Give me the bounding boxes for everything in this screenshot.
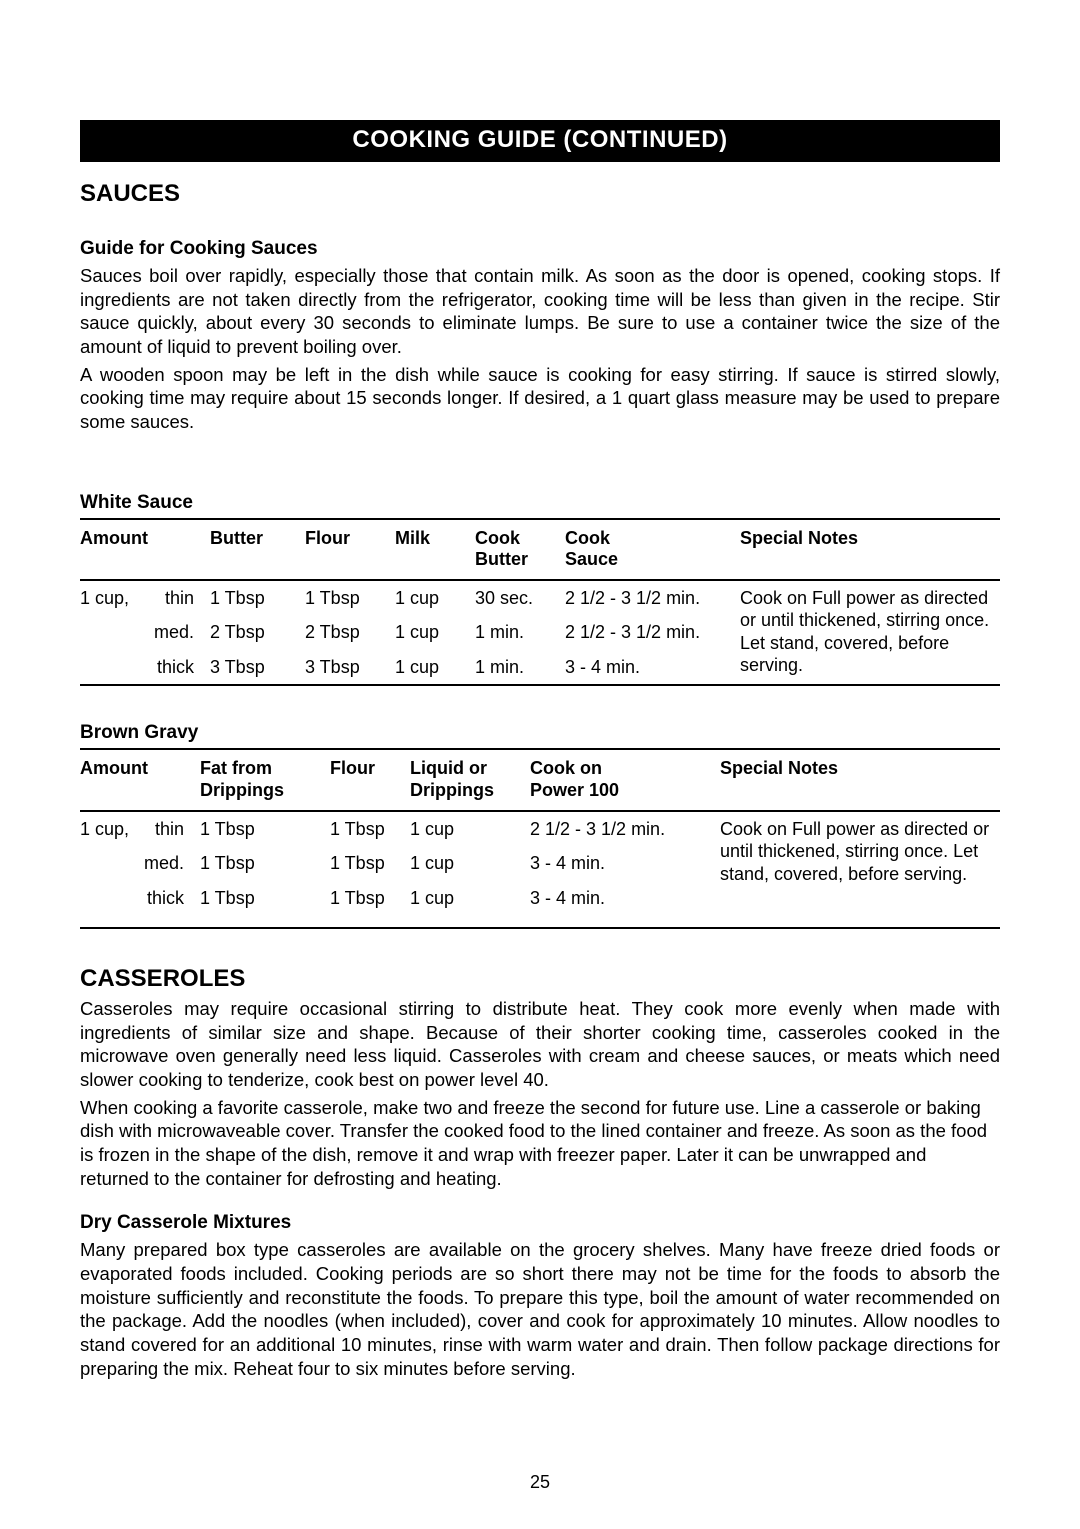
amount-right: thin [140,587,204,610]
cell: 1 Tbsp [330,881,410,929]
dry-casserole-p: Many prepared box type casseroles are av… [80,1238,1000,1380]
amount-left [80,852,140,875]
th-cook: Cook onPower 100 [530,749,720,810]
cell: 1 Tbsp [200,846,330,881]
th-fat: Fat fromDrippings [200,749,330,810]
dry-casserole-title: Dry Casserole Mixtures [80,1212,1000,1234]
amount-left: 1 cup, [80,587,140,610]
sauces-heading: SAUCES [80,180,1000,208]
cell: 1 min. [475,650,565,686]
th-notes: Special Notes [740,519,1000,580]
brown-gravy-table: Amount Fat fromDrippings Flour Liquid or… [80,748,1000,929]
page-number: 25 [0,1472,1080,1493]
cell: 1 cup [410,846,530,881]
cell: 1 Tbsp [200,881,330,929]
cell: 1 min. [475,615,565,650]
th-cook-butter: CookButter [475,519,565,580]
page-banner: COOKING GUIDE (CONTINUED) [80,120,1000,162]
amount-right: thin [140,818,194,841]
notes-cell: Cook on Full power as directed or until … [720,811,1000,929]
amount-left [80,621,140,644]
guide-paragraph-2: A wooden spoon may be left in the dish w… [80,363,1000,434]
cell: 2 1/2 - 3 1/2 min. [565,580,740,616]
th-milk: Milk [395,519,475,580]
amount-right: thick [140,887,194,910]
cell: 2 Tbsp [305,615,395,650]
cell: 3 Tbsp [305,650,395,686]
amount-right: med. [140,852,194,875]
th-butter: Butter [210,519,305,580]
cell: 2 1/2 - 3 1/2 min. [565,615,740,650]
cell: 1 cup [395,615,475,650]
white-sauce-title: White Sauce [80,492,1000,514]
cell: 3 - 4 min. [565,650,740,686]
guide-subtitle: Guide for Cooking Sauces [80,238,1000,260]
amount-left: 1 cup, [80,818,140,841]
white-sauce-table: Amount Butter Flour Milk CookButter Cook… [80,518,1000,687]
casseroles-p1: Casseroles may require occasional stirri… [80,997,1000,1092]
cell: 1 cup [410,881,530,929]
table-row: 1 cup,thin 1 Tbsp 1 Tbsp 1 cup 30 sec. 2… [80,580,1000,616]
notes-cell: Cook on Full power as directed or until … [740,580,1000,686]
cell: 3 Tbsp [210,650,305,686]
brown-gravy-title: Brown Gravy [80,722,1000,744]
amount-left [80,887,140,910]
casseroles-p2: When cooking a favorite casserole, make … [80,1096,1000,1191]
cell: 1 cup [395,580,475,616]
th-liquid: Liquid orDrippings [410,749,530,810]
cell: 3 - 4 min. [530,846,720,881]
cell: 1 Tbsp [305,580,395,616]
amount-right: med. [140,621,204,644]
cell: 2 1/2 - 3 1/2 min. [530,811,720,847]
amount-left [80,656,140,679]
amount-right: thick [140,656,204,679]
cell: 1 Tbsp [330,846,410,881]
cell: 1 Tbsp [210,580,305,616]
cell: 30 sec. [475,580,565,616]
guide-paragraph-1: Sauces boil over rapidly, especially tho… [80,264,1000,359]
th-cook-sauce: CookSauce [565,519,740,580]
cell: 1 Tbsp [200,811,330,847]
cell: 3 - 4 min. [530,881,720,929]
th-notes: Special Notes [720,749,1000,810]
th-amount: Amount [80,749,200,810]
casseroles-heading: CASSEROLES [80,965,1000,993]
th-amount: Amount [80,519,210,580]
cell: 1 Tbsp [330,811,410,847]
cell: 2 Tbsp [210,615,305,650]
th-flour: Flour [305,519,395,580]
table-row: 1 cup,thin 1 Tbsp 1 Tbsp 1 cup 2 1/2 - 3… [80,811,1000,847]
cell: 1 cup [395,650,475,686]
cell: 1 cup [410,811,530,847]
th-flour: Flour [330,749,410,810]
